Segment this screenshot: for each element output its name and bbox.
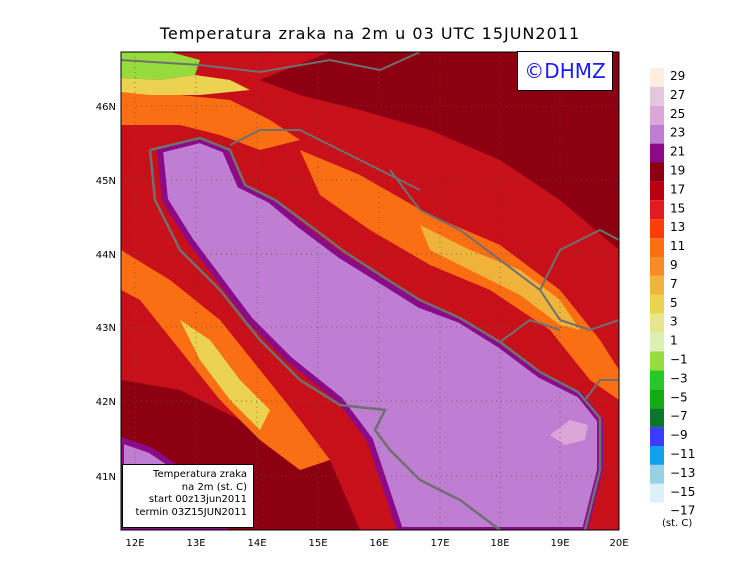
lat-label: 43N — [96, 323, 116, 334]
colorbar-swatch — [650, 332, 664, 352]
colorbar-swatch — [650, 68, 664, 87]
colorbar-label: −15 — [670, 485, 695, 499]
info-line: termin 03Z15JUN2011 — [135, 506, 247, 518]
colorbar-swatch — [650, 181, 664, 201]
dark-red-zone — [260, 52, 619, 250]
colorbar-swatch — [650, 351, 664, 371]
map-field — [121, 52, 619, 530]
map-frame — [120, 51, 620, 531]
colorbar-swatch — [650, 275, 664, 295]
dhmz-logo: ©DHMZ — [517, 51, 613, 91]
lon-label: 14E — [247, 538, 266, 549]
coastline — [149, 136, 602, 530]
colorbar-label: −9 — [670, 428, 688, 442]
colorbar-label: 21 — [670, 145, 685, 159]
colorbar-label: −7 — [670, 409, 688, 423]
colorbar-swatch — [650, 464, 664, 484]
colorbar-swatch — [650, 313, 664, 333]
colorbar-swatch — [650, 162, 664, 182]
colorbar-swatch — [650, 219, 664, 239]
italy-coast — [148, 149, 501, 530]
colorbar-label: 25 — [670, 107, 685, 121]
national-borders — [121, 52, 619, 401]
colorbar-label: 15 — [670, 201, 685, 215]
lat-label: 46N — [96, 102, 116, 113]
colorbar-swatch — [650, 294, 664, 314]
lon-label: 12E — [125, 538, 144, 549]
colorbar-swatch — [650, 427, 664, 446]
colorbar-label: 19 — [670, 164, 685, 178]
colorbar: 29 27 25 23 21 19 17 15 13 11 9 7 5 3 1 −1 −3 −5 −7 −9 −11 −1… — [650, 68, 695, 522]
green-alps — [121, 52, 200, 80]
warm-spot — [550, 420, 588, 445]
colorbar-swatch — [650, 124, 664, 144]
colorbar-label: 29 — [670, 69, 685, 83]
colorbar-swatch — [650, 238, 664, 257]
colorbar-label: −11 — [670, 447, 695, 461]
lon-axis-labels: 12E 13E 14E 15E 16E 17E 18E 19E 20E — [125, 538, 628, 549]
info-line: na 2m (st. C) — [181, 481, 247, 493]
colorbar-label: −5 — [670, 390, 688, 404]
colorbar-swatch — [650, 483, 664, 503]
lat-label: 41N — [96, 472, 116, 483]
colorbar-label: 13 — [670, 220, 685, 234]
orange-band-north — [121, 90, 300, 150]
yellow-band-italy — [180, 320, 270, 430]
colorbar-swatch — [650, 446, 664, 465]
lon-label: 18E — [490, 538, 509, 549]
colorbar-label: −17 — [670, 504, 695, 518]
lon-label: 16E — [369, 538, 388, 549]
colorbar-swatch — [650, 370, 664, 390]
orange-band-italy — [121, 250, 330, 470]
info-line: Temperatura zraka — [153, 469, 247, 480]
lat-label: 42N — [96, 397, 116, 408]
lon-label: 17E — [430, 538, 449, 549]
info-box: Temperatura zraka na 2m (st. C) start 00… — [122, 464, 254, 528]
colorbar-label: 1 — [670, 334, 678, 348]
colorbar-label: −13 — [670, 466, 695, 480]
colorbar-label: 3 — [670, 315, 678, 329]
colorbar-label: −1 — [670, 353, 688, 367]
colorbar-label: 23 — [670, 126, 685, 140]
units-label: (st. C) — [662, 518, 693, 529]
colorbar-swatch — [650, 143, 664, 163]
colorbar-swatch — [650, 408, 664, 428]
lat-label: 44N — [96, 250, 116, 261]
colorbar-swatch — [650, 389, 664, 409]
colorbar-label: 11 — [670, 239, 685, 253]
yellow-alps — [121, 75, 250, 95]
graticule — [121, 52, 619, 530]
lat-label: 45N — [96, 176, 116, 187]
colorbar-swatch — [650, 200, 664, 220]
colorbar-label: 7 — [670, 277, 678, 291]
colorbar-label: −3 — [670, 371, 688, 385]
colorbar-swatch — [650, 257, 664, 276]
lat-axis-labels: 46N 45N 44N 43N 42N 41N — [96, 102, 116, 483]
lon-label: 13E — [186, 538, 205, 549]
colorbar-swatch — [650, 105, 664, 125]
colorbar-label: 17 — [670, 182, 685, 196]
colorbar-swatch — [650, 502, 664, 522]
orange-band-dinaric — [300, 150, 619, 400]
colorbar-label: 27 — [670, 88, 685, 102]
colorbar-label: 9 — [670, 258, 678, 272]
lon-label: 19E — [550, 538, 569, 549]
colorbar-label: 5 — [670, 296, 678, 310]
lon-label: 15E — [308, 538, 327, 549]
map-title: Temperatura zraka na 2m u 03 UTC 15JUN20… — [159, 24, 581, 43]
info-line: start 00z13jun2011 — [148, 494, 247, 505]
colorbar-swatch — [650, 86, 664, 106]
lon-label: 20E — [609, 538, 628, 549]
